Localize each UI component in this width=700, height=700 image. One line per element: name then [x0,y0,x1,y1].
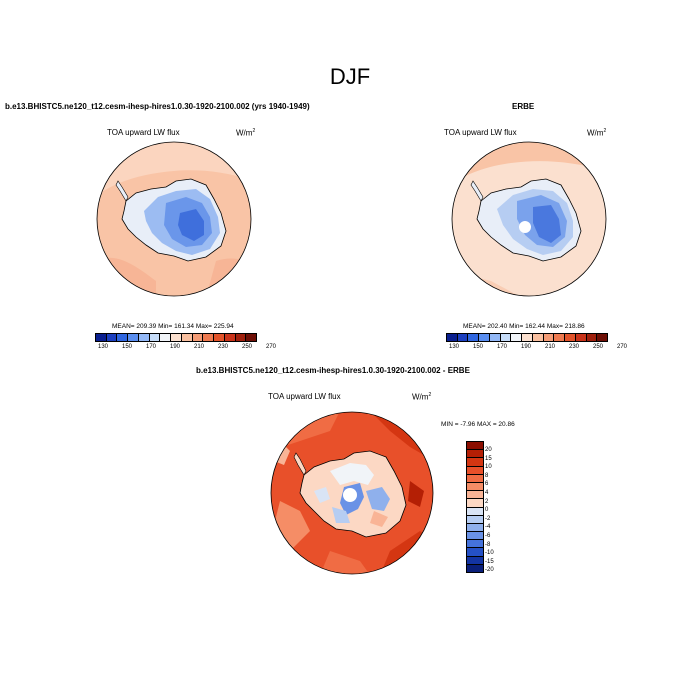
colorbar-swatch [597,334,608,341]
colorbar-swatch [467,499,483,508]
obs-polar-map [451,141,607,297]
colorbar-swatch [138,334,150,341]
colorbar-tick-label: 230 [217,344,228,350]
colorbar-swatch [467,515,483,524]
colorbar-tick-label: 150 [121,344,132,350]
colorbar-tick-label: 250 [241,344,252,350]
colorbar-swatch [467,548,483,557]
diff-colorbar-tick-label: -2 [485,515,491,522]
colorbar-swatch [522,334,533,341]
colorbar-tick-label: 150 [472,344,483,350]
colorbar-swatch [106,334,118,341]
colorbar-swatch [224,334,236,341]
model-colorbar [95,333,257,342]
colorbar-swatch [149,334,161,341]
diff-stats: MIN = -7.96 MAX = 20.86 [441,421,515,428]
diff-colorbar [466,441,484,573]
colorbar-swatch [457,334,469,341]
diff-colorbar-tick-label: 4 [485,489,489,496]
diff-panel-title: b.e13.BHISTC5.ne120_t12.cesm-ihesp-hires… [196,366,470,375]
colorbar-swatch [467,458,483,467]
colorbar-swatch [467,491,483,500]
diff-colorbar-tick-label: 15 [485,455,492,462]
model-variable-label: TOA upward LW flux [107,128,180,137]
colorbar-swatch [554,334,566,341]
colorbar-swatch [468,334,480,341]
diff-colorbar-tick-label: 6 [485,481,489,488]
colorbar-tick-label: 210 [544,344,555,350]
colorbar-swatch [467,442,483,451]
colorbar-tick-label: 130 [97,344,108,350]
colorbar-swatch [467,474,483,483]
colorbar-swatch [575,334,587,341]
colorbar-swatch [96,334,107,341]
colorbar-tick-label: 210 [193,344,204,350]
obs-colorbar [446,333,608,342]
diff-colorbar-tick-label: -8 [485,541,491,548]
diff-colorbar-tick-label: 20 [485,447,492,453]
colorbar-tick-label: 230 [568,344,579,350]
obs-panel-title: ERBE [512,102,535,111]
colorbar-swatch [532,334,544,341]
colorbar-swatch [586,334,598,341]
obs-variable-label: TOA upward LW flux [444,128,517,137]
colorbar-swatch [467,523,483,533]
colorbar-swatch [203,334,215,341]
colorbar-swatch [171,334,182,341]
diff-colorbar-tick-label: 10 [485,464,492,471]
colorbar-swatch [467,532,483,541]
colorbar-swatch [511,334,523,341]
diff-colorbar-tick-label: -15 [485,558,494,565]
diff-colorbar-tick-label: -20 [485,567,494,574]
colorbar-swatch [117,334,129,341]
colorbar-swatch [214,334,225,341]
diff-polar-map [270,411,434,575]
colorbar-swatch [489,334,501,341]
colorbar-swatch [467,507,483,516]
model-polar-map [96,141,252,297]
colorbar-tick-label: 250 [592,344,603,350]
colorbar-swatch [128,334,139,341]
diff-units-label: W/m2 [412,392,432,402]
colorbar-swatch [235,334,247,341]
colorbar-swatch [246,334,257,341]
figure-title: DJF [329,64,371,89]
colorbar-swatch [447,334,458,341]
colorbar-swatch [467,564,483,572]
colorbar-swatch [467,482,483,492]
diff-colorbar-tick-label: -6 [485,532,491,539]
colorbar-swatch [565,334,576,341]
colorbar-swatch [467,466,483,475]
colorbar-tick-label: 170 [145,344,156,350]
model-units-label: W/m2 [236,128,256,138]
model-panel-title: b.e13.BHISTC5.ne120_t12.cesm-ihesp-hires… [5,102,310,111]
diff-colorbar-tick-label: -10 [485,550,494,557]
colorbar-swatch [467,540,483,549]
diff-colorbar-tick-label: -4 [485,524,491,531]
colorbar-tick-label: 190 [169,344,180,350]
colorbar-swatch [192,334,204,341]
obs-colorbar-ticks: 130 150 170 190 210 230 250 270 [442,344,634,350]
colorbar-swatch [467,556,483,565]
colorbar-tick-label: 270 [265,344,276,350]
obs-stats: MEAN= 202.40 Min= 162.44 Max= 218.86 [463,323,585,330]
diff-colorbar-tick-label: 2 [485,498,489,505]
diff-colorbar-ticks: 20 15 10 8 6 4 2 0 -2 -4 -6 -8 -10 -15 -20 [485,446,494,575]
diff-colorbar-tick-label: 8 [485,472,489,479]
colorbar-swatch [479,334,490,341]
colorbar-swatch [160,334,172,341]
colorbar-swatch [543,334,555,341]
colorbar-tick-label: 170 [496,344,507,350]
colorbar-tick-label: 270 [616,344,627,350]
model-stats: MEAN= 209.39 Min= 161.34 Max= 225.94 [112,323,234,330]
diff-colorbar-tick-label: 0 [485,507,489,514]
colorbar-swatch [181,334,193,341]
colorbar-tick-label: 190 [520,344,531,350]
obs-units-label: W/m2 [587,128,607,138]
colorbar-swatch [467,450,483,459]
model-colorbar-ticks: 130 150 170 190 210 230 250 270 [91,344,283,350]
colorbar-tick-label: 130 [448,344,459,350]
diff-variable-label: TOA upward LW flux [268,392,341,401]
colorbar-swatch [500,334,512,341]
